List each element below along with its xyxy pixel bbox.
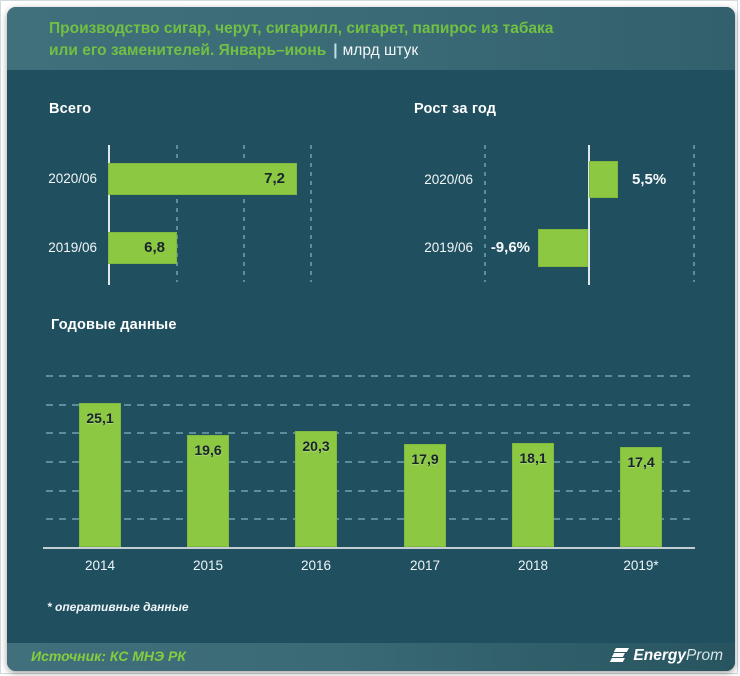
value-label: 6,8 bbox=[144, 239, 165, 256]
header: Производство сигар, черут, сигарилл, сиг… bbox=[7, 7, 735, 70]
axis-line bbox=[588, 145, 590, 285]
gridline-0 bbox=[484, 145, 486, 282]
title-separator: | bbox=[333, 42, 338, 59]
bar-2019* bbox=[620, 447, 662, 547]
gridline-10 bbox=[46, 490, 691, 492]
title-line2: или его заменителей. Январь–июнь bbox=[49, 42, 327, 59]
category-label: 2020/06 bbox=[424, 172, 473, 187]
axis-line bbox=[108, 145, 110, 285]
value-label: 17,4 bbox=[627, 454, 655, 470]
bar-2019/06 bbox=[108, 232, 177, 264]
page-title: Производство сигар, черут, сигарилл, сиг… bbox=[49, 18, 553, 62]
title-line1: Производство сигар, черут, сигарилл, сиг… bbox=[49, 20, 554, 37]
logo-text-light: Prom bbox=[685, 647, 723, 664]
category-label: 2019* bbox=[623, 558, 659, 573]
bar-2018 bbox=[512, 443, 554, 547]
infographic-card: Производство сигар, черут, сигарилл, сиг… bbox=[7, 7, 735, 671]
value-label: 20,3 bbox=[302, 438, 330, 454]
gridline-1 bbox=[693, 145, 695, 282]
bar-2020/06 bbox=[108, 163, 297, 195]
total-chart: 2020/06 7,2 2019/06 6,8 bbox=[7, 7, 735, 671]
bar-2019/06 bbox=[538, 229, 588, 267]
gridline-1 bbox=[243, 145, 245, 282]
energyprom-logo-text: EnergyProm bbox=[633, 647, 723, 665]
category-label: 2014 bbox=[84, 558, 116, 573]
bar-2020/06 bbox=[589, 161, 618, 198]
value-label: -9,6% bbox=[490, 239, 530, 256]
logo-text-bold: Energy bbox=[633, 647, 686, 664]
value-label: 19,6 bbox=[194, 442, 222, 458]
source-label: Источник: КС МНЭ РК bbox=[31, 648, 186, 664]
bar-2014 bbox=[79, 403, 121, 547]
value-label: 25,1 bbox=[86, 410, 114, 426]
value-label: 5,5% bbox=[632, 171, 667, 188]
value-label: 7,2 bbox=[264, 170, 285, 187]
energyprom-logo-icon bbox=[610, 647, 630, 665]
title-unit: млрд штук bbox=[342, 42, 419, 59]
bar-2016 bbox=[295, 431, 337, 547]
category-label: 2020/06 bbox=[48, 171, 97, 186]
gridline-20 bbox=[46, 432, 691, 434]
energyprom-logo: EnergyProm bbox=[610, 647, 723, 665]
gridline-5 bbox=[46, 518, 691, 520]
gridline-0 bbox=[176, 145, 178, 282]
growth-chart: 2020/06 5,5% 2019/06 -9,6% bbox=[7, 7, 735, 671]
gridline-30 bbox=[46, 375, 691, 377]
category-label: 2018 bbox=[517, 558, 549, 573]
category-label: 2019/06 bbox=[48, 240, 97, 255]
footnote: * оперативные данные bbox=[47, 600, 189, 614]
gridline-2 bbox=[310, 145, 312, 282]
yearly-chart-title: Годовые данные bbox=[51, 317, 177, 333]
footer: Источник: КС МНЭ РК EnergyProm bbox=[7, 643, 735, 671]
value-label: 17,9 bbox=[411, 451, 439, 467]
bar-2017 bbox=[404, 444, 446, 547]
category-label: 2019/06 bbox=[424, 240, 473, 255]
bar-2015 bbox=[187, 435, 229, 547]
category-label: 2015 bbox=[192, 558, 224, 573]
total-chart-title: Всего bbox=[49, 101, 92, 117]
yearly-chart: 25,1 2014 19,6 2015 20,3 2016 17,9 2017 18,1 2018… bbox=[7, 7, 735, 671]
category-label: 2016 bbox=[300, 558, 332, 573]
category-label: 2017 bbox=[409, 558, 441, 573]
gridline-25 bbox=[46, 404, 691, 406]
axis-baseline bbox=[43, 547, 695, 549]
gridline-15 bbox=[46, 461, 691, 463]
growth-chart-title: Рост за год bbox=[414, 101, 497, 117]
value-label: 18,1 bbox=[519, 450, 547, 466]
